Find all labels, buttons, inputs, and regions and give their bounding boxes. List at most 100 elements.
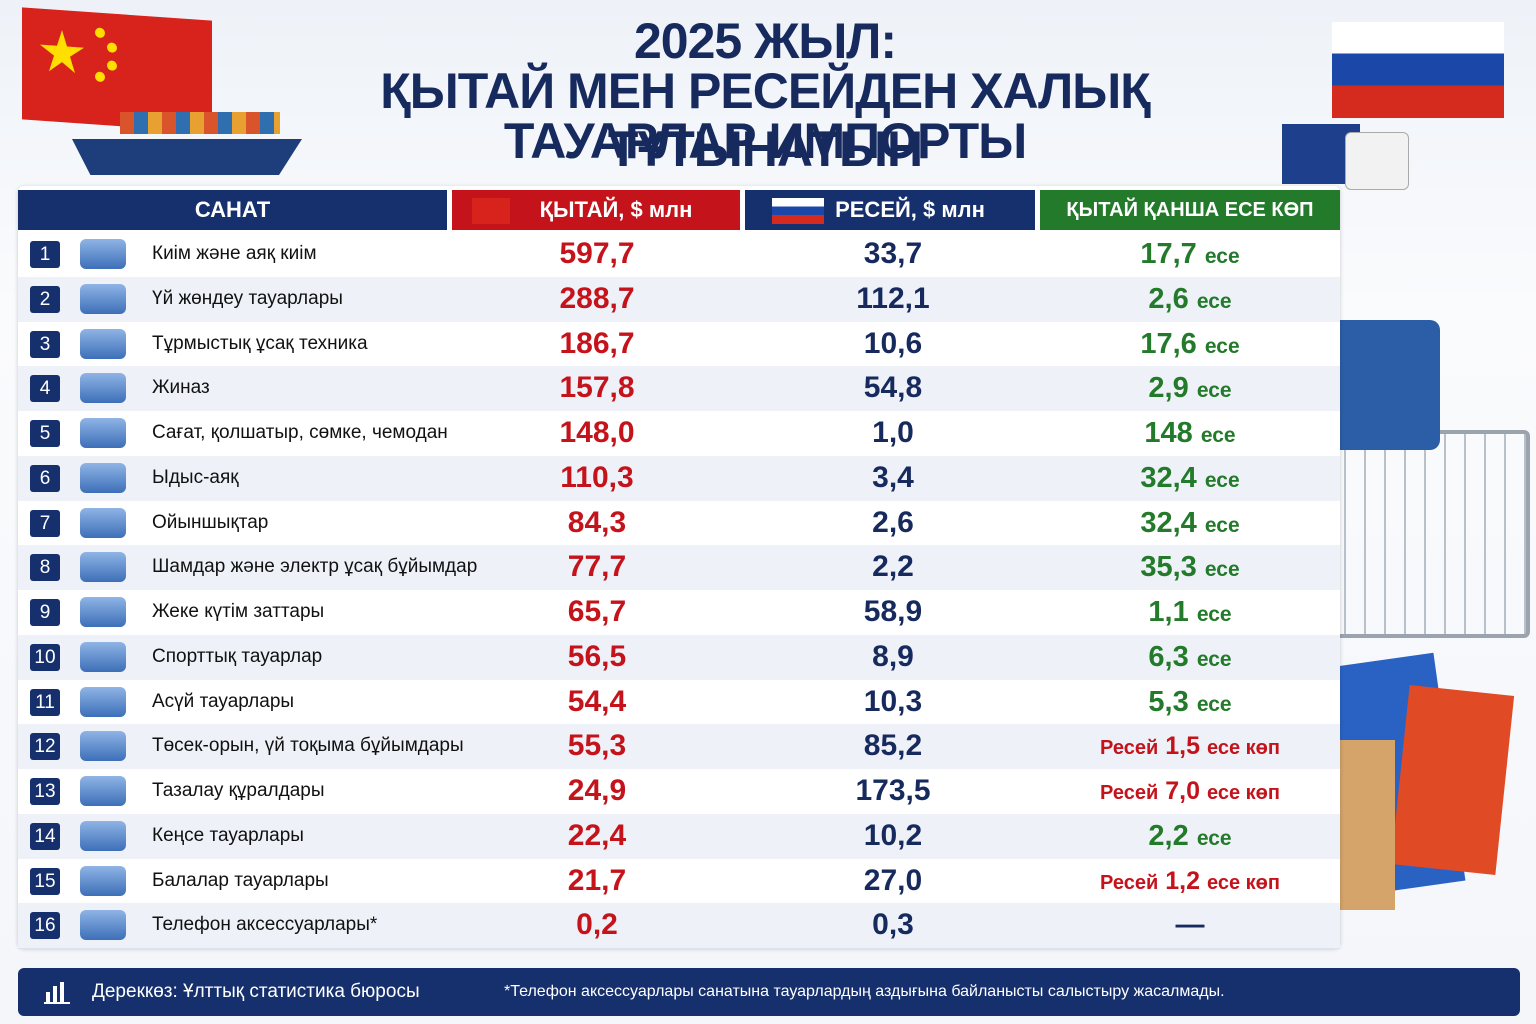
category: Тазалау құралдары: [152, 780, 325, 801]
china-value: 110,3: [560, 460, 634, 494]
row-number: 12: [30, 733, 60, 761]
china-value: 21,7: [567, 863, 627, 897]
category: Ойыншықтар: [152, 511, 269, 533]
row-number: 3: [30, 330, 60, 358]
bag-orange: [1390, 685, 1515, 875]
category-icon: [80, 328, 126, 359]
table-row: 10 Спорттық тауарлар 56,5 8,9 6,3 есе: [18, 634, 1340, 681]
ratio-value: —: [1175, 909, 1205, 942]
truck-cab: [1345, 132, 1409, 190]
ratio-unit: есе көп: [1206, 782, 1280, 804]
category-icon: [80, 507, 126, 538]
china-value: 597,7: [559, 237, 635, 270]
ship: [72, 139, 302, 175]
russia-value: 3,4: [872, 460, 914, 494]
row-number: 14: [30, 822, 60, 850]
category: Тұрмыстық ұсақ техника: [152, 332, 368, 354]
category: Спорттық тауарлар: [152, 645, 323, 667]
russia-flag: [1332, 22, 1504, 118]
ratio: 2,6 есе: [1040, 277, 1340, 322]
china-value: 288,7: [559, 281, 635, 315]
row-number: 2: [30, 285, 60, 313]
category: Ыдыс-аяқ: [152, 466, 239, 488]
china-value: 56,5: [567, 639, 627, 673]
china-value: 55,3: [567, 729, 627, 763]
ratio-value: 2,2: [1148, 819, 1189, 852]
table-row: 16 Телефон аксессуарлары* 0,2 0,3 —: [18, 903, 1340, 949]
table-row: 9 Жеке күтім заттары 65,7 58,9 1,1 есе: [18, 590, 1340, 636]
category-icon: [80, 776, 126, 806]
category: Балалар тауарлары: [152, 869, 329, 891]
row-number: 16: [30, 912, 60, 940]
ratio: 35,3 есе: [1040, 545, 1340, 590]
category: Төсек-орын, үй тоқыма бұйымдары: [152, 735, 464, 757]
china-flag-small: [472, 198, 510, 224]
ratio-unit: есе: [1204, 558, 1240, 582]
china-flag: [22, 7, 212, 133]
column-header: ҚЫТАЙ ҚАНША ЕСЕ КӨП: [1040, 190, 1340, 230]
ratio-lead: Ресей: [1100, 871, 1159, 894]
category: Жеке күтім заттары: [152, 601, 325, 622]
ratio-value: 6,3: [1148, 640, 1189, 673]
ratio: 32,4 есе: [1040, 456, 1340, 501]
category: Үй жөндеу тауарлары: [152, 287, 343, 309]
russia-value: 0,3: [872, 908, 914, 942]
ratio: 17,7 есе: [1040, 232, 1340, 277]
table-row: 13 Тазалау құралдары 24,9 173,5 Ресей 7,0 ес…: [18, 769, 1340, 815]
russia-value: 112,1: [856, 281, 930, 315]
row-number: 1: [30, 241, 60, 268]
containers: [120, 112, 280, 134]
table-row: 5 Сағат, қолшатыр, сөмке, чемодан 148,0 1,0…: [18, 411, 1340, 457]
ratio-unit: есе: [1196, 289, 1232, 313]
category-icon: [80, 239, 126, 269]
ratio: 148 есе: [1040, 411, 1340, 456]
ratio-unit: есе: [1204, 468, 1240, 492]
note: *Телефон аксессуарлары санатына тауарлар…: [504, 983, 1225, 1000]
category: Шамдар және электр ұсақ бұйымдар: [152, 556, 478, 578]
russia-value: 27,0: [863, 863, 923, 897]
category: Асүй тауарлары: [152, 690, 295, 712]
russia-value: 33,7: [863, 237, 923, 270]
ratio: 17,6 есе: [1040, 322, 1340, 367]
category-icon: [80, 641, 126, 672]
table-row: 14 Кеңсе тауарлары 22,4 10,2 2,2 есе: [18, 813, 1340, 860]
ratio: Ресей 7,0 есе көп: [1040, 769, 1340, 814]
category-icon: [80, 820, 126, 851]
ratio-unit: есе көп: [1206, 871, 1280, 894]
russia-value: 54,8: [863, 371, 923, 405]
table-row: 11 Асүй тауарлары 54,4 10,3 5,3 есе: [18, 679, 1340, 726]
ratio-unit: есе: [1196, 647, 1232, 671]
shirt: [1330, 320, 1440, 450]
china-value: 54,4: [567, 684, 627, 718]
ratio-value: 35,3: [1140, 551, 1197, 584]
row-number: 13: [30, 778, 60, 805]
china-value: 186,7: [559, 326, 635, 360]
flag-stars: [40, 27, 117, 82]
table-row: 3 Тұрмыстық ұсақ техника 186,7 10,6 17,6 есе: [18, 321, 1340, 368]
footer: Дереккөз: Ұлттық статистика бюросы *Теле…: [18, 968, 1520, 1016]
ratio-unit: есе: [1204, 245, 1240, 268]
russia-value: 2,6: [872, 505, 914, 539]
china-value: 65,7: [567, 595, 627, 628]
russia-value: 8,9: [872, 639, 914, 673]
ratio-value: 1,1: [1148, 596, 1189, 628]
ratio-unit: есе: [1204, 334, 1240, 358]
table-row: 1 Киім және аяқ киім 597,7 33,7 17,7 есе: [18, 232, 1340, 278]
russia-value: 10,2: [863, 818, 923, 852]
category-icon: [80, 865, 126, 896]
ratio-unit: есе көп: [1206, 737, 1280, 760]
row-number: 11: [30, 688, 60, 716]
ratio: 2,2 есе: [1040, 814, 1340, 859]
column-header: САНАТ: [18, 190, 447, 230]
china-value: 157,8: [559, 371, 635, 405]
ratio-value: 1,2: [1165, 866, 1201, 895]
table-row: 2 Үй жөндеу тауарлары 288,7 112,1 2,6 есе: [18, 276, 1340, 323]
category: Жиназ: [152, 377, 210, 399]
category-icon: [80, 462, 126, 493]
russia-value: 10,3: [863, 684, 923, 718]
ratio-unit: есе: [1196, 826, 1232, 850]
table-row: 7 Ойыншықтар 84,3 2,6 32,4 есе: [18, 500, 1340, 547]
china-value: 24,9: [567, 774, 627, 807]
row-number: 15: [30, 867, 60, 895]
